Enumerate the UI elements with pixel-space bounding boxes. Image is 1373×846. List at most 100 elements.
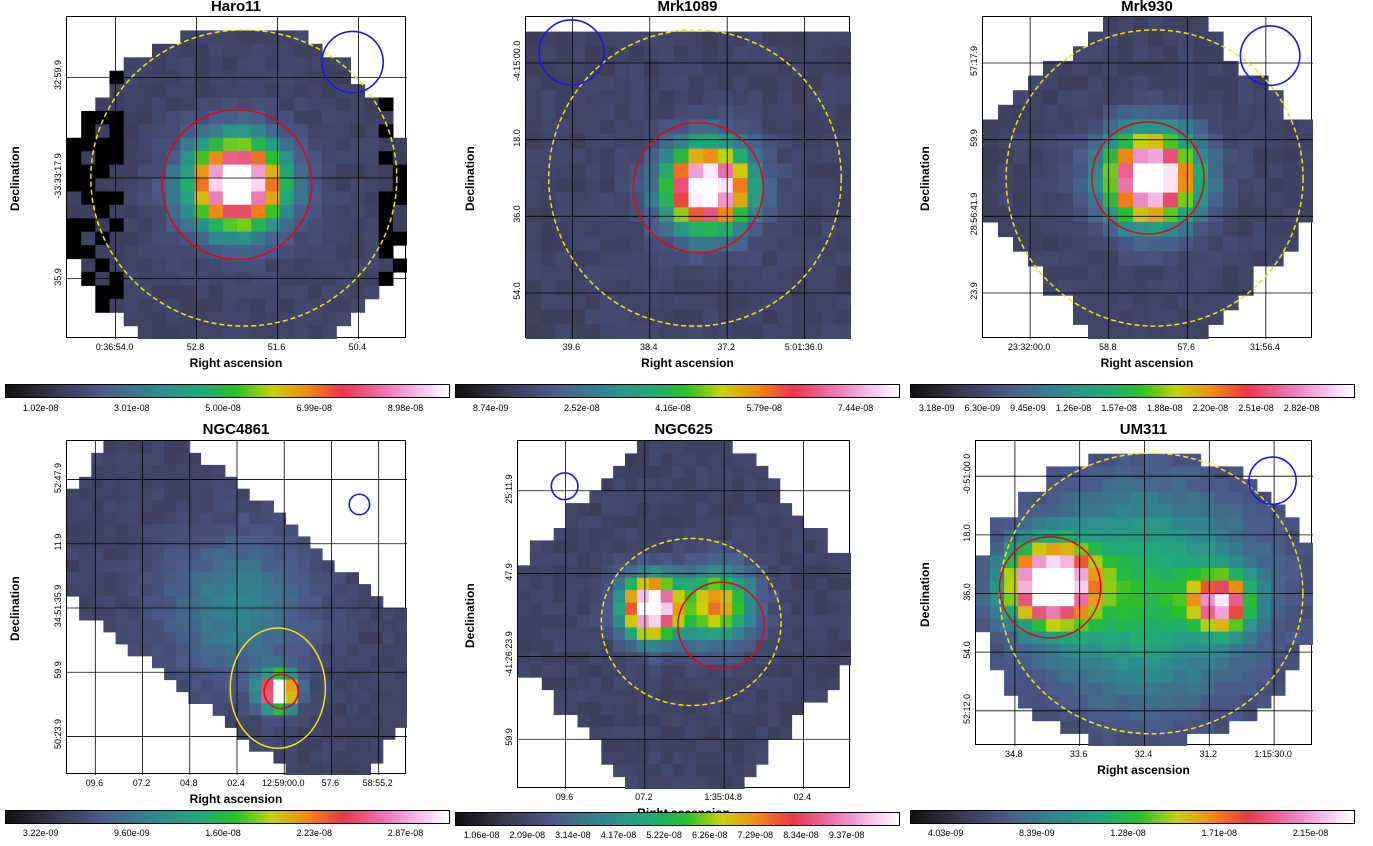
map-pixel — [1214, 542, 1230, 556]
map-pixel — [589, 602, 602, 616]
map-pixel — [208, 164, 224, 179]
map-pixel — [1116, 491, 1131, 506]
map-pixel — [200, 500, 214, 514]
map-pixel — [297, 655, 311, 669]
map-pixel — [553, 577, 567, 591]
map-pixel — [839, 565, 851, 579]
map-pixel — [346, 572, 359, 585]
map-pixel — [625, 565, 638, 579]
map-pixel — [200, 536, 214, 549]
map-pixel — [629, 324, 645, 339]
map-pixel — [265, 97, 281, 112]
contour-line — [548, 29, 842, 327]
map-pixel — [200, 691, 214, 704]
map-pixel — [708, 739, 721, 753]
map-pixel — [1253, 148, 1269, 164]
map-pixel — [703, 31, 719, 47]
map-pixel — [708, 751, 721, 765]
map-pixel — [1060, 466, 1075, 480]
map-pixel — [123, 312, 139, 327]
map-pixel — [777, 192, 793, 208]
colorbar-tick-label: 2.15e-08 — [1292, 828, 1329, 838]
map-pixel — [553, 552, 567, 566]
map-panel: NGC4861 Declination 52:47.9 11.9 34:51:35.9 5… — [0, 421, 450, 843]
map-pixel — [188, 667, 202, 681]
map-pixel — [1043, 119, 1059, 135]
map-pixel — [585, 31, 601, 47]
map-pixel — [188, 452, 202, 466]
map-pixel — [636, 689, 650, 703]
map-pixel — [200, 643, 214, 657]
map-pixel — [625, 590, 638, 604]
map-pixel — [392, 164, 407, 179]
map-pixel — [836, 280, 851, 296]
map-pixel — [718, 192, 734, 208]
map-pixel — [1043, 207, 1059, 223]
map-pixel — [1172, 555, 1188, 569]
map-pixel — [1158, 568, 1174, 582]
map-pixel — [1118, 17, 1134, 33]
map-pixel — [81, 231, 96, 246]
map-pixel — [67, 137, 82, 152]
map-pixel — [1130, 555, 1146, 569]
map-pixel — [237, 231, 252, 246]
map-pixel — [1144, 707, 1160, 722]
colorbar-tick-label: 3.01e-08 — [114, 403, 150, 413]
map-pixel — [744, 453, 757, 467]
map-pixel — [370, 703, 384, 716]
map-pixel — [285, 536, 299, 549]
map-pixel — [1060, 720, 1075, 734]
map-pixel — [540, 295, 557, 311]
map-pixel — [1032, 618, 1047, 633]
map-pixel — [1163, 295, 1179, 311]
map-pixel — [660, 726, 674, 740]
map-pixel — [123, 110, 139, 125]
map-pixel — [109, 97, 125, 112]
map-pixel — [585, 134, 601, 150]
map-pixel — [779, 664, 793, 678]
map-pixel — [1032, 517, 1047, 531]
map-pixel — [1158, 644, 1174, 658]
map-pixel — [1200, 644, 1216, 658]
map-pixel — [732, 490, 745, 504]
map-pixel — [208, 285, 224, 300]
map-pixel — [684, 702, 697, 715]
map-pixel — [806, 119, 823, 135]
map-pixel — [755, 639, 769, 653]
map-pixel — [585, 309, 601, 325]
map-pixel — [629, 192, 645, 208]
map-pixel — [565, 590, 579, 604]
map-pixel — [224, 703, 238, 716]
map-pixel — [720, 515, 733, 529]
map-pixel — [1208, 251, 1224, 267]
map-pixel — [688, 309, 704, 325]
map-pixel — [601, 714, 614, 728]
map-pixel — [350, 298, 366, 313]
map-pixel — [732, 221, 749, 238]
map-pixel — [350, 218, 366, 233]
map-pixel — [123, 231, 139, 246]
map-pixel — [684, 478, 697, 492]
map-pixel — [297, 643, 311, 657]
x-tick-label: 52.8 — [186, 342, 205, 352]
map-pixel — [91, 608, 104, 621]
map-pixel — [577, 540, 590, 554]
map-pixel — [747, 178, 763, 194]
map-pixel — [251, 43, 266, 58]
map-pixel — [176, 488, 189, 502]
map-pixel — [777, 221, 793, 238]
colorbar-tick-label: 4.03e-09 — [927, 828, 964, 838]
map-pixel — [378, 137, 394, 152]
map-pixel — [688, 265, 704, 281]
x-tick-label: 02.4 — [227, 778, 245, 788]
map-pixel — [1058, 221, 1074, 238]
map-pixel — [777, 324, 793, 339]
map-pixel — [1073, 309, 1089, 325]
map-pixel — [659, 134, 675, 150]
map-pixel — [614, 90, 630, 106]
map-pixel — [1088, 491, 1103, 506]
colorbar-tick-label: 8.98e-08 — [387, 403, 424, 413]
map-pixel — [95, 191, 111, 206]
map-pixel — [636, 478, 650, 492]
map-pixel — [636, 503, 650, 517]
